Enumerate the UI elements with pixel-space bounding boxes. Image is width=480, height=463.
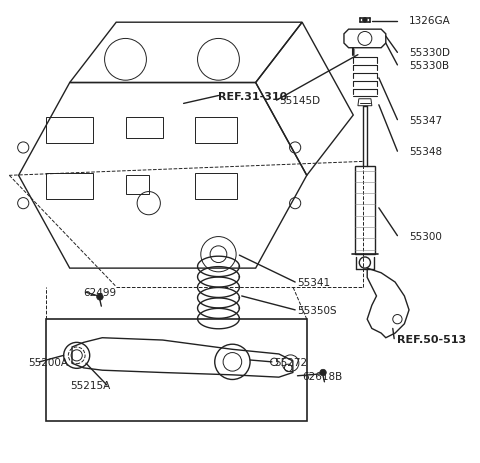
Circle shape — [320, 369, 326, 376]
Text: 55272: 55272 — [274, 357, 307, 367]
Circle shape — [362, 19, 367, 23]
Text: 62499: 62499 — [84, 288, 117, 298]
Text: 55215A: 55215A — [70, 380, 110, 390]
Text: REF.31-310: REF.31-310 — [218, 91, 288, 101]
Text: 55347: 55347 — [409, 115, 442, 125]
Text: 55350S: 55350S — [298, 305, 337, 315]
Text: 55200A: 55200A — [28, 357, 68, 367]
Text: 55330B: 55330B — [409, 61, 449, 71]
Text: 55341: 55341 — [298, 277, 331, 288]
Text: 55348: 55348 — [409, 147, 442, 157]
Text: 1326GA: 1326GA — [409, 16, 451, 26]
Text: 62618B: 62618B — [302, 371, 342, 381]
Text: 55145D: 55145D — [279, 96, 320, 106]
Text: 55330D: 55330D — [409, 48, 450, 58]
Circle shape — [96, 294, 103, 300]
Text: REF.50-513: REF.50-513 — [397, 334, 467, 344]
Text: 55300: 55300 — [409, 231, 442, 241]
